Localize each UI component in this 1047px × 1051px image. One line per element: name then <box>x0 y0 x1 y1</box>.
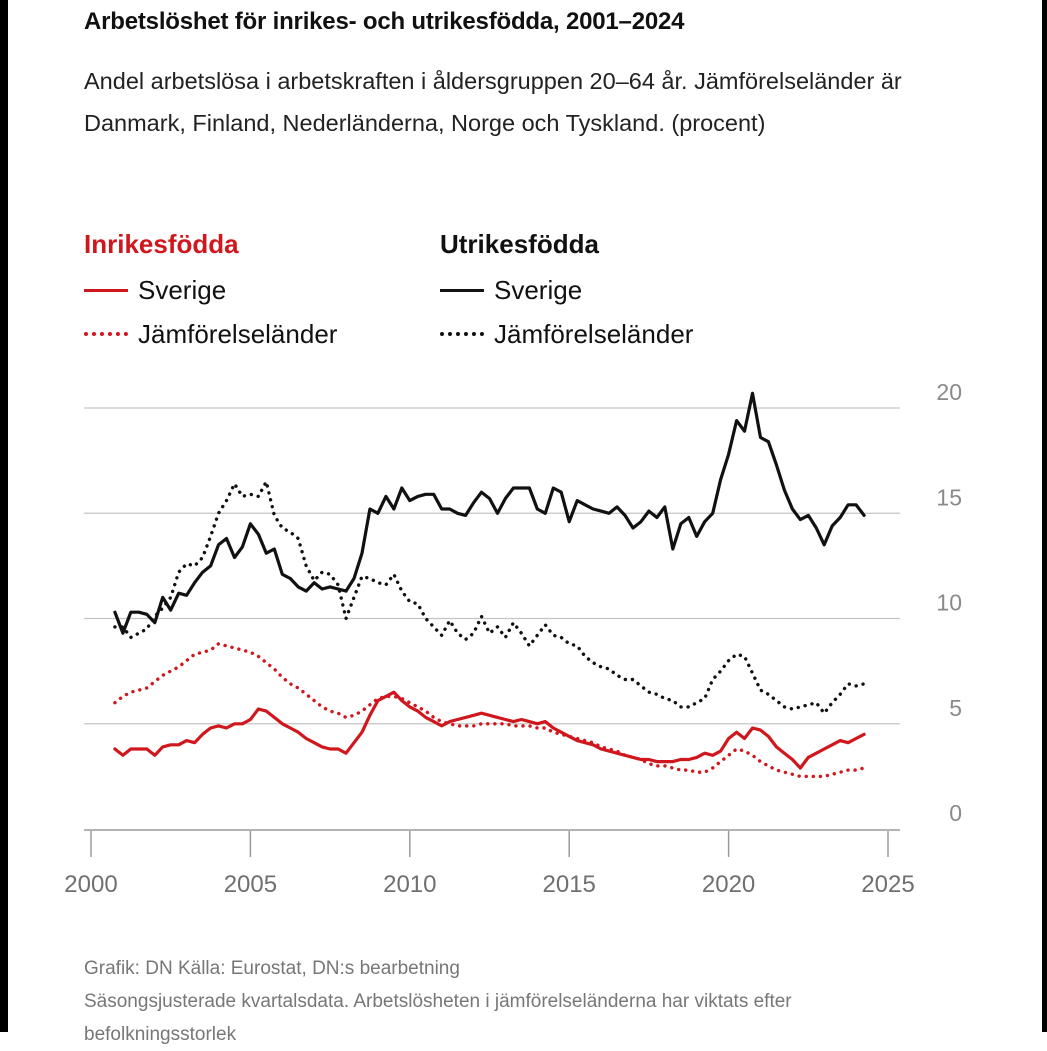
x-tick-label: 2010 <box>383 871 436 898</box>
solid-line-swatch <box>440 288 484 292</box>
series-line-utrikesf-dda-sverige <box>113 391 866 635</box>
legend-utrikes: Utrikesfödda Sverige Jämförelseländer <box>440 226 693 356</box>
footer-credit: Grafik: DN Källa: Eurostat, DN:s bearbet… <box>84 958 460 979</box>
y-tick-label: 10 <box>936 590 962 616</box>
legend-label: Sverige <box>138 274 227 305</box>
chart-footer: Grafik: DN Källa: Eurostat, DN:s bearbet… <box>84 952 984 1051</box>
series-lines <box>113 391 866 779</box>
dotted-line-swatch <box>84 332 128 336</box>
x-tick-label: 2015 <box>543 871 596 898</box>
line-chart: 0 5 10 15 20 2000 2005 2010 2015 2020 2025 <box>64 379 962 898</box>
legend-heading-utrikes: Utrikesfödda <box>440 229 599 259</box>
solid-line-swatch <box>84 288 128 292</box>
series-line-inrikesf-dda-j-mf-relsel-nder <box>113 642 866 779</box>
x-tick-label: 2000 <box>64 871 117 898</box>
series-line-inrikesf-dda-sverige <box>113 690 866 770</box>
gridlines <box>84 407 900 831</box>
y-tick-label: 0 <box>949 800 962 826</box>
y-tick-label: 20 <box>936 379 962 405</box>
legend-heading-inrikes: Inrikesfödda <box>84 229 239 259</box>
x-tick-label: 2020 <box>702 871 755 898</box>
x-tick-label: 2025 <box>861 871 914 898</box>
legend-inrikes: Inrikesfödda Sverige Jämförelseländer <box>84 226 337 356</box>
y-tick-label: 15 <box>936 484 962 510</box>
x-tick-label: 2005 <box>224 871 277 898</box>
footer-note-cut: befolkningsstorlek <box>84 1024 237 1045</box>
frame-edge-left <box>0 0 8 1032</box>
frame-edge-right <box>1042 0 1047 1032</box>
legend-item-inrikes-sverige: Sverige <box>84 268 337 312</box>
chart-subtitle: Andel arbetslösa i arbetskraften i ålder… <box>84 68 902 136</box>
chart-title: Arbetslöshet för inrikes- och utrikesföd… <box>84 8 685 35</box>
legend-label: Sverige <box>494 274 583 305</box>
legend-item-utrikes-jamforelse: Jämförelseländer <box>440 312 693 356</box>
legend-label: Jämförelseländer <box>138 318 338 349</box>
y-axis-ticks: 0 5 10 15 20 <box>936 379 962 826</box>
legend-item-utrikes-sverige: Sverige <box>440 268 693 312</box>
footer-note: Säsongsjusterade kvartalsdata. Arbetslös… <box>84 991 792 1012</box>
x-axis-ticks: 2000 2005 2010 2015 2020 2025 <box>64 831 915 898</box>
legend-label: Jämförelseländer <box>494 318 694 349</box>
y-tick-label: 5 <box>949 695 962 721</box>
series-line-utrikesf-dda-j-mf-relsel-nder <box>113 480 866 715</box>
dotted-line-swatch <box>440 332 484 336</box>
legend-item-inrikes-jamforelse: Jämförelseländer <box>84 312 337 356</box>
